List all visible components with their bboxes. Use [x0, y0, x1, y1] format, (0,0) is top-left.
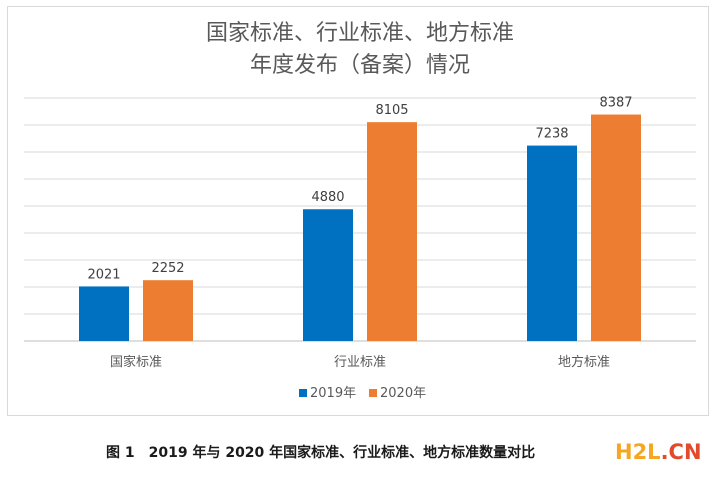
category-label: 国家标准: [110, 354, 162, 370]
legend-swatch: [369, 389, 377, 397]
site-watermark: H2L.CN: [615, 440, 702, 464]
data-label: 2021: [87, 267, 120, 282]
bar: [303, 209, 353, 341]
figure-caption: 图 1 2019 年与 2020 年国家标准、行业标准、地方标准数量对比: [106, 445, 536, 461]
bar: [367, 122, 417, 341]
bar-chart: 国家标准、行业标准、地方标准 年度发布（备案）情况 2021 2252 4880 81…: [24, 21, 696, 401]
legend-label: 2020年: [380, 386, 426, 401]
legend-swatch: [299, 389, 307, 397]
data-label: 4880: [311, 190, 344, 205]
category-label: 地方标准: [558, 354, 610, 370]
chart-title-line-1: 国家标准、行业标准、地方标准: [206, 21, 514, 46]
bar: [591, 114, 641, 342]
bar: [79, 286, 129, 341]
bar: [527, 145, 577, 341]
watermark-part-2: .CN: [660, 440, 702, 464]
bar: [143, 280, 193, 341]
watermark-part-1: H2L: [615, 440, 661, 464]
chart-title-line-2: 年度发布（备案）情况: [250, 53, 470, 78]
data-label: 2252: [151, 261, 184, 276]
legend-label: 2019年: [310, 386, 356, 401]
data-label: 7238: [535, 127, 568, 142]
data-label: 8105: [375, 103, 408, 118]
data-label: 8387: [599, 96, 632, 111]
category-label: 行业标准: [334, 355, 386, 370]
